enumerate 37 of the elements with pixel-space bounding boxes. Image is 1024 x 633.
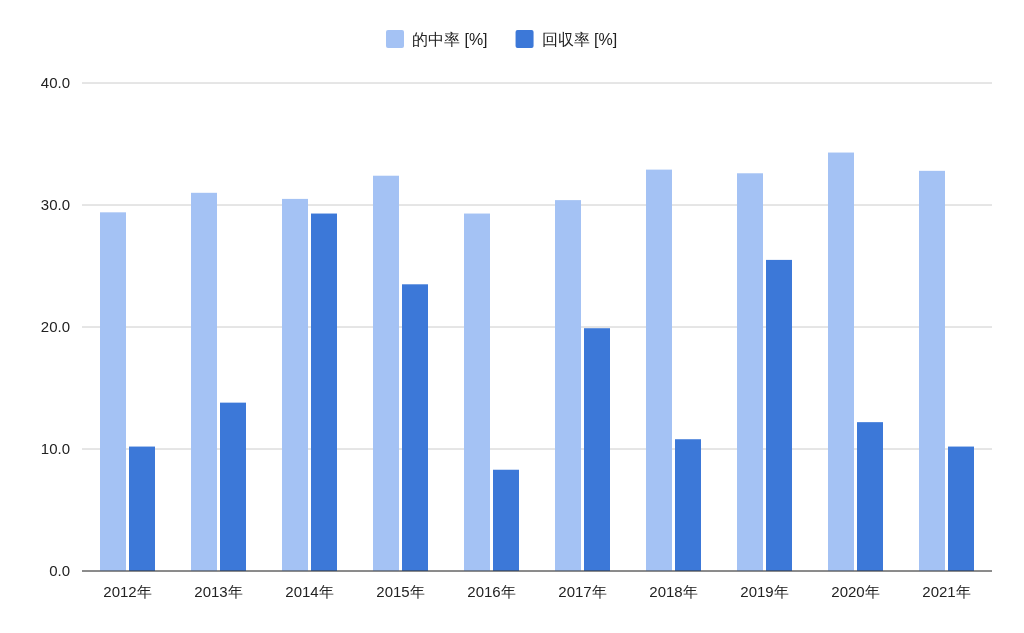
bar — [584, 328, 610, 571]
bar — [311, 213, 337, 571]
bar — [828, 152, 854, 571]
bar — [646, 169, 672, 571]
bar — [766, 259, 792, 571]
bar — [675, 439, 701, 571]
bar — [100, 212, 126, 571]
bar — [191, 192, 217, 571]
bar — [919, 170, 945, 571]
x-tick-label: 2012年 — [103, 583, 152, 600]
y-tick-label: 0.0 — [49, 562, 70, 579]
y-tick-label: 10.0 — [40, 440, 70, 457]
bar — [493, 469, 519, 571]
y-tick-label: 20.0 — [40, 318, 70, 335]
x-tick-label: 2019年 — [740, 583, 789, 600]
x-tick-label: 2013年 — [194, 583, 243, 600]
y-tick-label: 40.0 — [40, 74, 70, 91]
bar — [737, 173, 763, 571]
x-tick-label: 2017年 — [558, 583, 607, 600]
bar — [129, 446, 155, 571]
bar — [857, 422, 883, 571]
bar — [555, 200, 581, 571]
legend-label: 回収率 [%] — [541, 31, 618, 48]
x-tick-label: 2018年 — [649, 583, 698, 600]
y-tick-label: 30.0 — [40, 196, 70, 213]
bar — [373, 175, 399, 571]
bar — [948, 446, 974, 571]
bar — [402, 284, 428, 571]
bar — [220, 402, 246, 571]
x-tick-label: 2015年 — [376, 583, 425, 600]
x-tick-label: 2020年 — [831, 583, 880, 600]
bar — [464, 213, 490, 571]
x-tick-label: 2016年 — [467, 583, 516, 600]
legend-label: 的中率 [%] — [412, 31, 488, 48]
x-tick-label: 2014年 — [285, 583, 334, 600]
x-tick-label: 2021年 — [922, 583, 971, 600]
bar — [282, 198, 308, 571]
